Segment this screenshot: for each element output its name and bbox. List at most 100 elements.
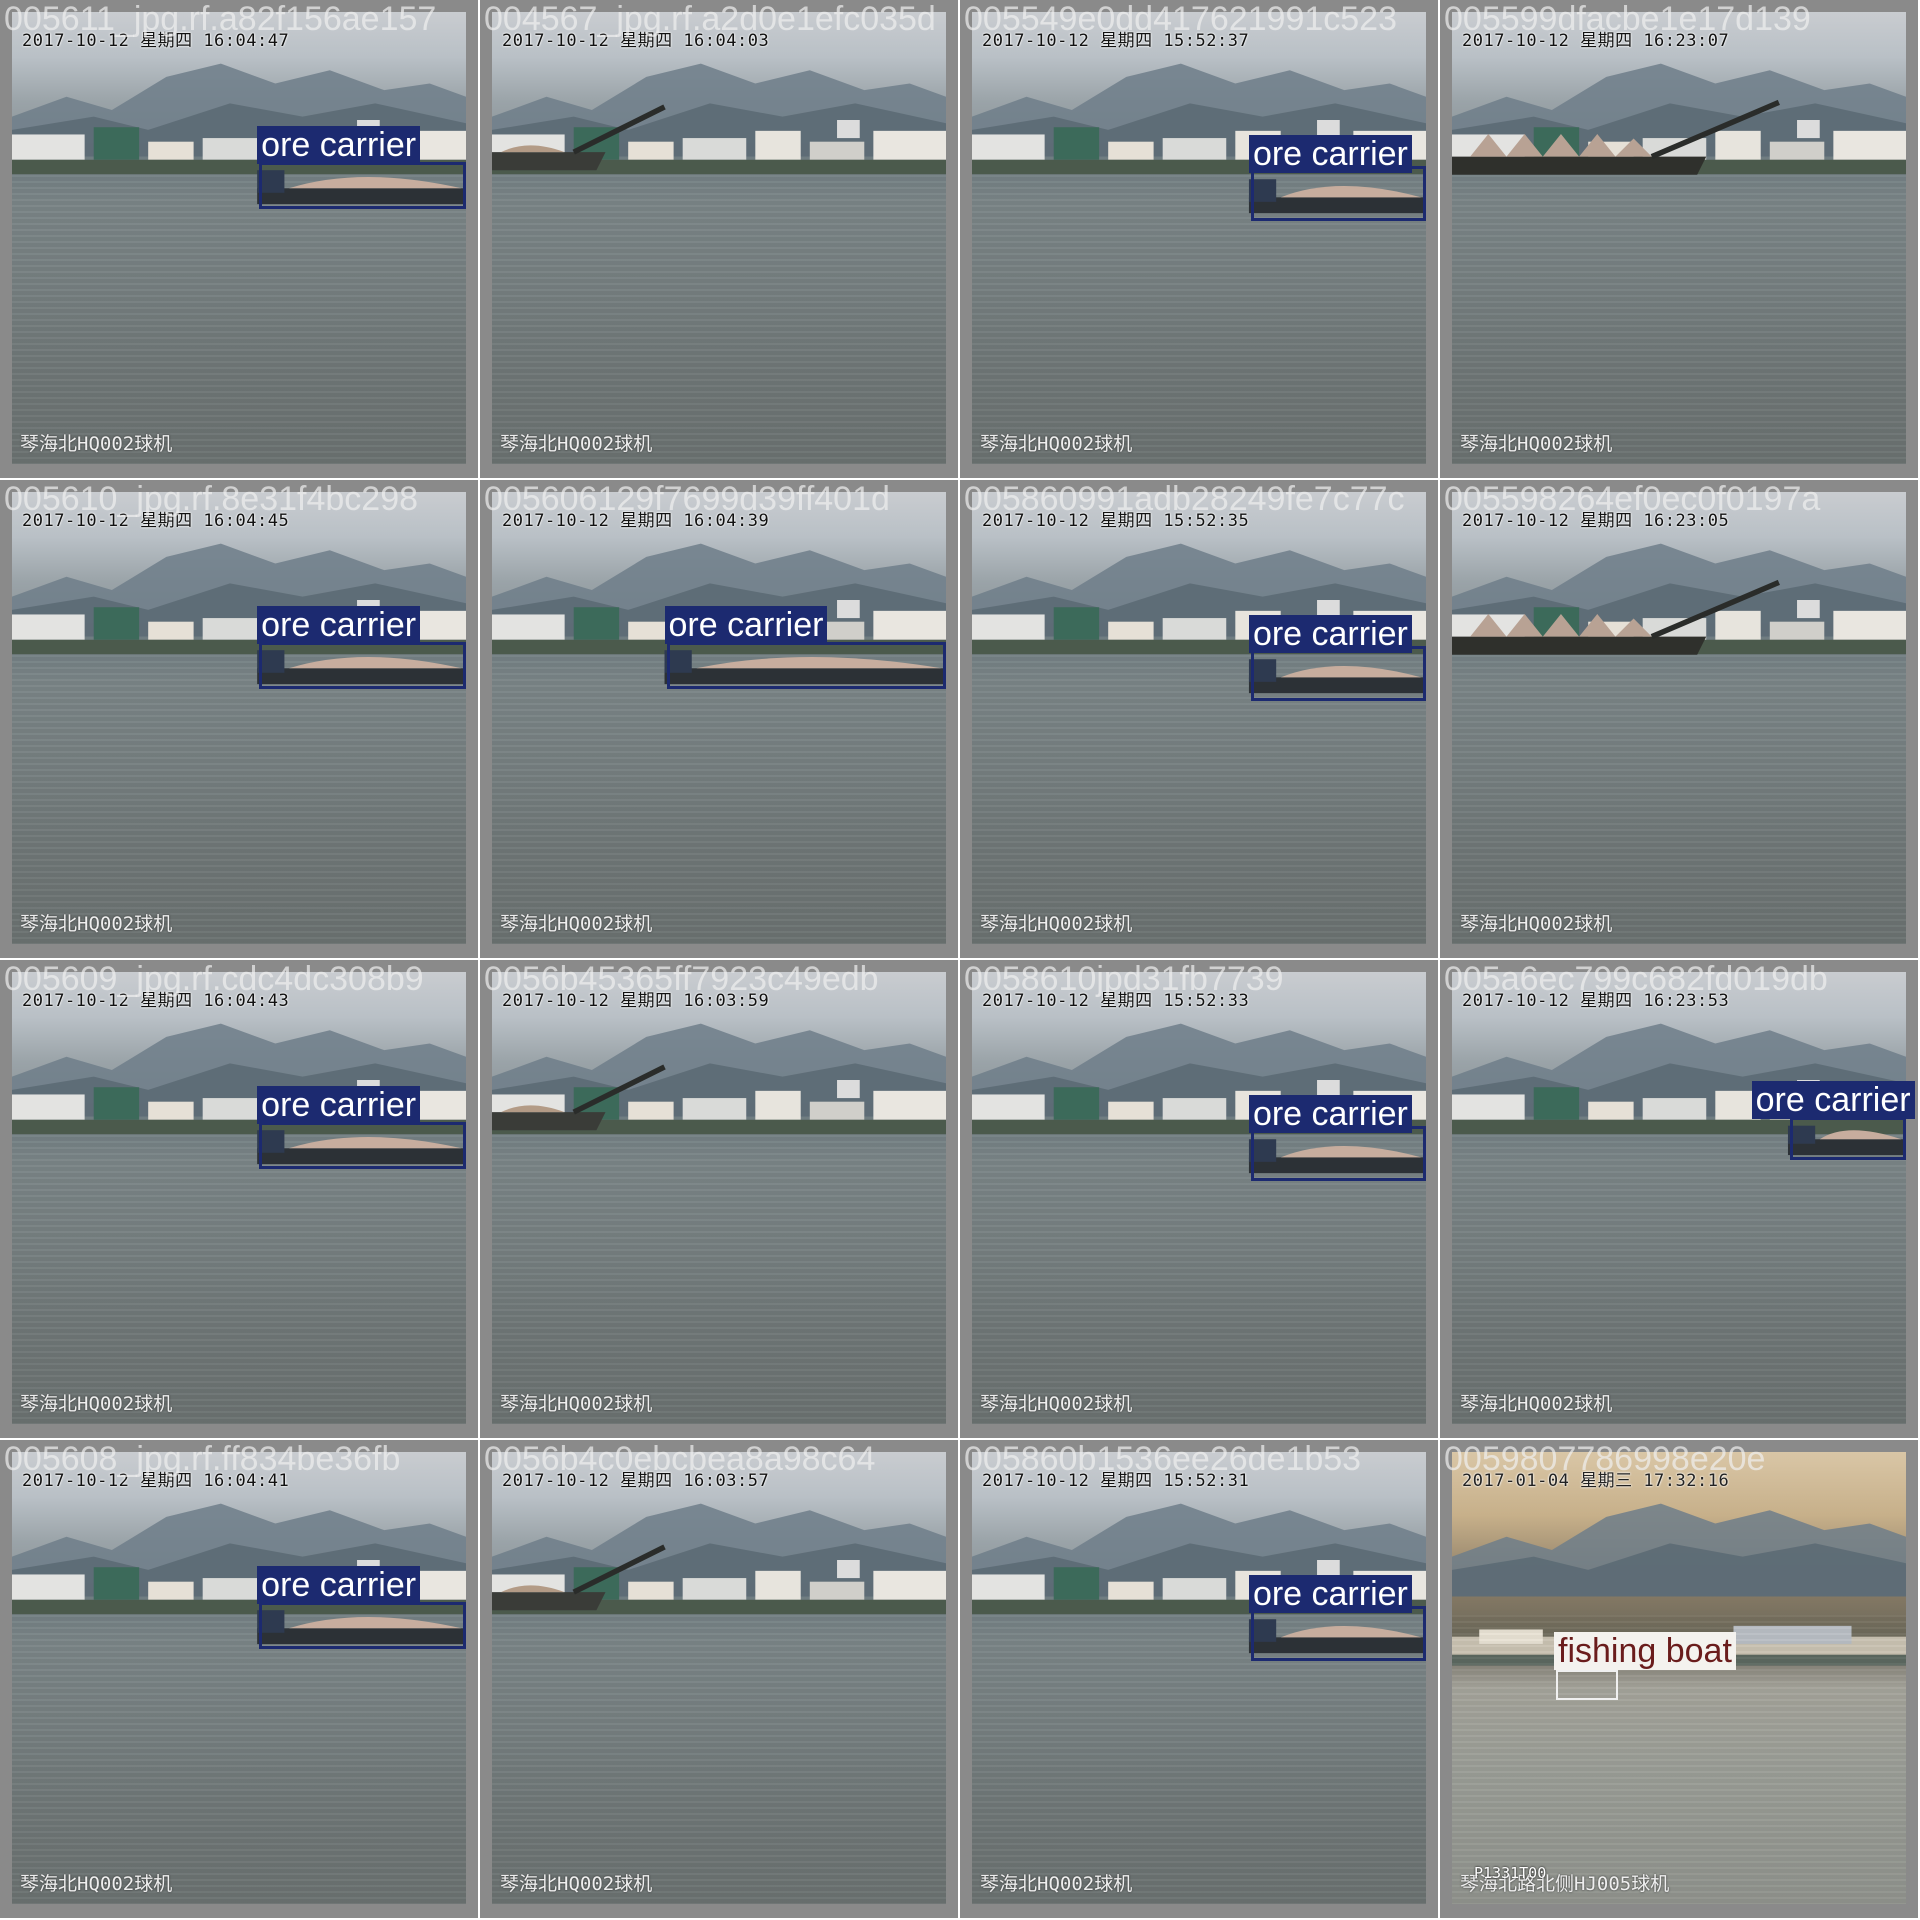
mosaic-tile: 2017-10-12 星期四 15:52:37 琴海北HQ002球机 ore car… (960, 0, 1440, 480)
timestamp-overlay: 2017-01-04 星期三 17:32:16 (1462, 1471, 1730, 1491)
camera-id-overlay: 琴海北HQ002球机 (500, 1393, 653, 1415)
camera-id-overlay: 琴海北HQ002球机 (500, 433, 653, 455)
mosaic-tile: 2017-10-12 星期四 16:04:41 琴海北HQ002球机 ore car… (0, 1440, 480, 1920)
detection-label: ore carrier (664, 605, 828, 644)
filename-watermark: 005a6ec799c682fd019db (1444, 960, 1828, 998)
timestamp-overlay: 2017-10-12 星期四 16:04:41 (22, 1471, 290, 1491)
filename-watermark: 005611_jpg.rf.a82f156ae157 (4, 0, 437, 38)
timestamp-overlay: 2017-10-12 星期四 16:04:03 (502, 31, 770, 51)
filename-watermark: 005606129f7699d39ff401d (484, 480, 890, 518)
detection-label: ore carrier (257, 1565, 421, 1604)
water-surface (1452, 1134, 1906, 1424)
filename-watermark: 005860991adb28249fe7c77c (964, 480, 1405, 518)
camera-id-overlay: 琴海北HQ002球机 (20, 1393, 173, 1415)
camera-frame (12, 1452, 466, 1904)
camera-frame (972, 1452, 1426, 1904)
camera-id-overlay: 琴海北HQ002球机 (1460, 1393, 1613, 1415)
camera-frame (1452, 12, 1906, 464)
water-surface (492, 174, 946, 464)
timestamp-overlay: 2017-10-12 星期四 16:03:57 (502, 1471, 770, 1491)
water-surface (492, 1614, 946, 1904)
mosaic-tile: 2017-10-12 星期四 15:52:35 琴海北HQ002球机 ore car… (960, 480, 1440, 960)
filename-watermark: 005609_jpg.rf.cdc4dc308b9 (4, 960, 424, 998)
detection-label: ore carrier (1248, 614, 1412, 653)
detection-box (1251, 646, 1426, 701)
mosaic-tile: 2017-10-12 星期四 15:52:31 琴海北HQ002球机 ore car… (960, 1440, 1440, 1920)
detection-label: ore carrier (1751, 1080, 1915, 1119)
filename-watermark: 0056b45365ff7923c49edb (484, 960, 879, 998)
water-surface (972, 1614, 1426, 1904)
detection-label: ore carrier (257, 125, 421, 164)
filename-watermark: 005598264ef0ec0f0197a (1444, 480, 1821, 518)
camera-frame (1452, 972, 1906, 1424)
detection-box (1556, 1670, 1618, 1700)
camera-id-overlay: 琴海北HQ002球机 (980, 1873, 1133, 1895)
camera-frame (492, 12, 946, 464)
mosaic-tile: 2017-10-12 星期四 16:04:39 琴海北HQ002球机 ore car… (480, 480, 960, 960)
camera-frame (1452, 1452, 1906, 1904)
mosaic-tile: 2017-10-12 星期四 16:23:07 琴海北HQ002球机 005599d… (1440, 0, 1920, 480)
detection-label: ore carrier (1248, 134, 1412, 173)
filename-watermark: 0056b4c0ebcbea8a98c64 (484, 1440, 876, 1478)
camera-frame (12, 972, 466, 1424)
water-surface (492, 654, 946, 944)
camera-id-overlay: 琴海北HQ002球机 (1460, 913, 1613, 935)
water-surface (12, 174, 466, 464)
filename-watermark: 005549e0dd417621991c523 (964, 0, 1398, 38)
detection-box (259, 1121, 466, 1170)
camera-frame (972, 12, 1426, 464)
camera-id-overlay: 琴海北HQ002球机 (980, 433, 1133, 455)
detection-label: ore carrier (257, 605, 421, 644)
shoreline (492, 1560, 946, 1615)
detection-box (259, 1601, 466, 1650)
mosaic-tile: 2017-10-12 星期四 16:03:59 琴海北HQ002球机 0056b45… (480, 960, 960, 1440)
shoreline (1452, 600, 1906, 655)
water-surface (1452, 654, 1906, 944)
water-surface (972, 1134, 1426, 1424)
timestamp-overlay: 2017-10-12 星期四 16:23:53 (1462, 991, 1730, 1011)
shoreline (492, 1080, 946, 1135)
detection-box (666, 641, 946, 690)
filename-watermark: 004567_jpg.rf.a2d0e1efc035d (484, 0, 936, 38)
water-surface (972, 654, 1426, 944)
mosaic-tile: 2017-10-12 星期四 16:04:03 琴海北HQ002球机 004567_… (480, 0, 960, 480)
water-surface (12, 1614, 466, 1904)
mosaic-tile: 2017-10-12 星期四 16:23:53 琴海北HQ002球机 ore car… (1440, 960, 1920, 1440)
mosaic-tile: 2017-10-12 星期四 16:23:05 琴海北HQ002球机 0055982… (1440, 480, 1920, 960)
timestamp-overlay: 2017-10-12 星期四 15:52:33 (982, 991, 1250, 1011)
filename-watermark: 0058610jpd31fb7739 (964, 960, 1284, 998)
timestamp-overlay: 2017-10-12 星期四 15:52:35 (982, 511, 1250, 531)
filename-watermark: 0059807786998e20e (1444, 1440, 1766, 1478)
mosaic-tile: 2017-10-12 星期四 15:52:33 琴海北HQ002球机 ore car… (960, 960, 1440, 1440)
detection-box (1251, 166, 1426, 221)
camera-id-overlay: 琴海北HQ002球机 (1460, 433, 1613, 455)
timestamp-overlay: 2017-10-12 星期四 16:03:59 (502, 991, 770, 1011)
detection-box (1251, 1126, 1426, 1181)
timestamp-overlay: 2017-10-12 星期四 16:04:43 (22, 991, 290, 1011)
filename-watermark: 005860b1536ee26de1b53 (964, 1440, 1362, 1478)
water-surface (1452, 174, 1906, 464)
mosaic-tile: 2017-10-12 星期四 16:03:57 琴海北HQ002球机 0056b4c… (480, 1440, 960, 1920)
camera-id-overlay: 琴海北HQ002球机 (20, 433, 173, 455)
water-surface (12, 654, 466, 944)
water-surface (972, 174, 1426, 464)
camera-id-overlay: 琴海北路北侧HJ005球机 (1460, 1873, 1670, 1895)
timestamp-overlay: 2017-10-12 星期四 16:23:07 (1462, 31, 1730, 51)
camera-frame (492, 1452, 946, 1904)
detection-box (259, 641, 466, 690)
filename-watermark: 005610_jpg.rf.8e31f4bc298 (4, 480, 419, 518)
mosaic-tile: 2017-10-12 星期四 16:04:43 琴海北HQ002球机 ore car… (0, 960, 480, 1440)
camera-frame (12, 12, 466, 464)
timestamp-overlay: 2017-10-12 星期四 15:52:31 (982, 1471, 1250, 1491)
filename-watermark: 005599dfacbe1e17d139 (1444, 0, 1811, 38)
water-surface (492, 1134, 946, 1424)
camera-frame (492, 972, 946, 1424)
mosaic-tile: 2017-10-12 星期四 16:04:47 琴海北HQ002球机 ore car… (0, 0, 480, 480)
timestamp-overlay: 2017-10-12 星期四 16:04:39 (502, 511, 770, 531)
timestamp-overlay: 2017-10-12 星期四 15:52:37 (982, 31, 1250, 51)
detection-label: ore carrier (1248, 1094, 1412, 1133)
timestamp-overlay: 2017-10-12 星期四 16:23:05 (1462, 511, 1730, 531)
camera-frame (1452, 492, 1906, 944)
camera-id-overlay: 琴海北HQ002球机 (20, 913, 173, 935)
